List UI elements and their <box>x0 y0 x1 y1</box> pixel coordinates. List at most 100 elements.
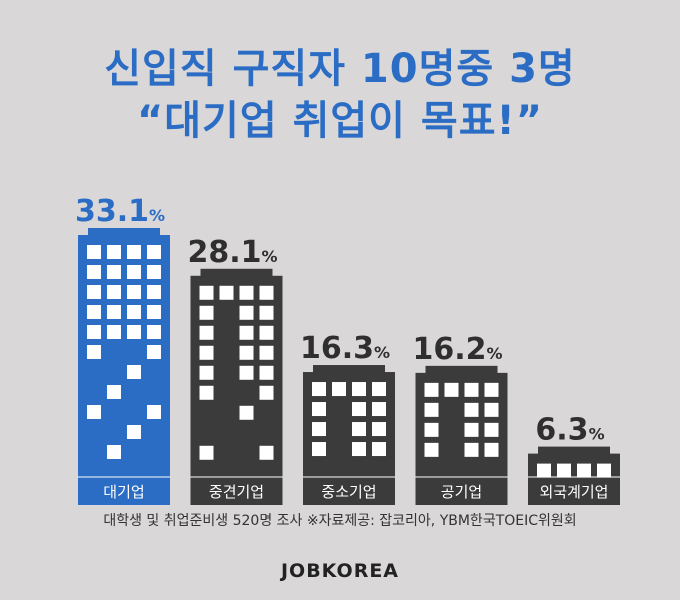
bar-5 <box>528 453 620 505</box>
category-label-3: 중소기업 <box>321 483 376 501</box>
window <box>424 382 439 397</box>
category-label-4: 공기업 <box>441 483 482 501</box>
window <box>312 422 326 437</box>
category-label-2: 중견기업 <box>209 483 264 501</box>
bar-roof-1 <box>88 228 160 236</box>
window <box>107 325 121 339</box>
window <box>199 285 214 300</box>
bar-chart: 대기업 33.1% 중견기업 28.1% 중소기업 16.3% 공기업 16.2% 외국계기업 6… <box>75 194 620 505</box>
bar-roof-4 <box>425 365 498 374</box>
window <box>107 445 121 459</box>
window <box>352 382 366 397</box>
window <box>352 402 366 417</box>
window <box>259 385 274 400</box>
window <box>239 285 254 300</box>
window <box>424 442 439 457</box>
window <box>107 245 121 259</box>
chart-title-line-2: “대기업 취업이 목표!” <box>136 98 544 144</box>
window <box>312 382 326 397</box>
window <box>484 382 499 397</box>
window <box>107 305 121 319</box>
window <box>424 402 439 417</box>
window <box>537 463 551 478</box>
window <box>127 305 141 319</box>
window <box>259 285 274 300</box>
window <box>147 405 161 419</box>
window <box>147 305 161 319</box>
window <box>484 402 499 417</box>
unit-label: % <box>589 425 605 444</box>
bar-1 <box>78 235 170 505</box>
window <box>199 385 214 400</box>
bar-roof-3 <box>313 365 385 374</box>
chart-title-line-1: 신입직 구직자 10명중 3명 <box>104 46 576 92</box>
unit-label: % <box>262 247 278 266</box>
window <box>484 422 499 437</box>
window <box>352 422 366 437</box>
window <box>239 325 254 340</box>
window <box>424 422 439 437</box>
value-label-2: 28.1% <box>187 235 277 270</box>
window <box>87 285 101 299</box>
window <box>239 405 254 420</box>
window <box>259 365 274 380</box>
bar-roof-5 <box>538 446 610 455</box>
window <box>444 382 459 397</box>
window <box>199 325 214 340</box>
window <box>147 325 161 339</box>
window <box>127 325 141 339</box>
window <box>147 245 161 259</box>
window <box>127 365 141 379</box>
value-label-1: 33.1% <box>75 194 165 229</box>
window <box>464 382 479 397</box>
window <box>557 463 571 478</box>
window <box>87 305 101 319</box>
window <box>199 365 214 380</box>
window <box>199 345 214 360</box>
bar-roof-2 <box>200 268 273 277</box>
window <box>107 385 121 399</box>
unit-label: % <box>374 343 390 362</box>
window <box>597 463 611 478</box>
window <box>87 265 101 279</box>
window <box>199 445 214 460</box>
window <box>372 442 386 457</box>
value-label-3: 16.3% <box>300 331 390 366</box>
window <box>147 345 161 359</box>
window <box>239 305 254 320</box>
window <box>312 402 326 417</box>
window <box>464 442 479 457</box>
source-footnote: 대학생 및 취업준비생 520명 조사 ※자료제공: 잡코리아, YBM한국TO… <box>103 513 577 529</box>
window <box>332 382 346 397</box>
jobkorea-logo: JOBKOREA <box>280 560 400 582</box>
window <box>199 305 214 320</box>
unit-label: % <box>487 344 503 363</box>
window <box>107 265 121 279</box>
window <box>87 245 101 259</box>
window <box>147 285 161 299</box>
window <box>259 305 274 320</box>
window <box>87 325 101 339</box>
category-label-1: 대기업 <box>103 483 144 501</box>
window <box>484 442 499 457</box>
value-label-5: 6.3% <box>535 413 604 448</box>
category-label-5: 외국계기업 <box>539 483 608 501</box>
window <box>372 402 386 417</box>
window <box>464 422 479 437</box>
window <box>127 265 141 279</box>
window <box>259 325 274 340</box>
window <box>127 285 141 299</box>
value-label-4: 16.2% <box>412 332 502 367</box>
window <box>372 382 386 397</box>
window <box>259 345 274 360</box>
window <box>127 425 141 439</box>
window <box>87 405 101 419</box>
window <box>219 285 234 300</box>
window <box>372 422 386 437</box>
window <box>352 442 366 457</box>
window <box>259 445 274 460</box>
window <box>577 463 591 478</box>
unit-label: % <box>149 206 165 225</box>
window <box>312 442 326 457</box>
window <box>107 285 121 299</box>
